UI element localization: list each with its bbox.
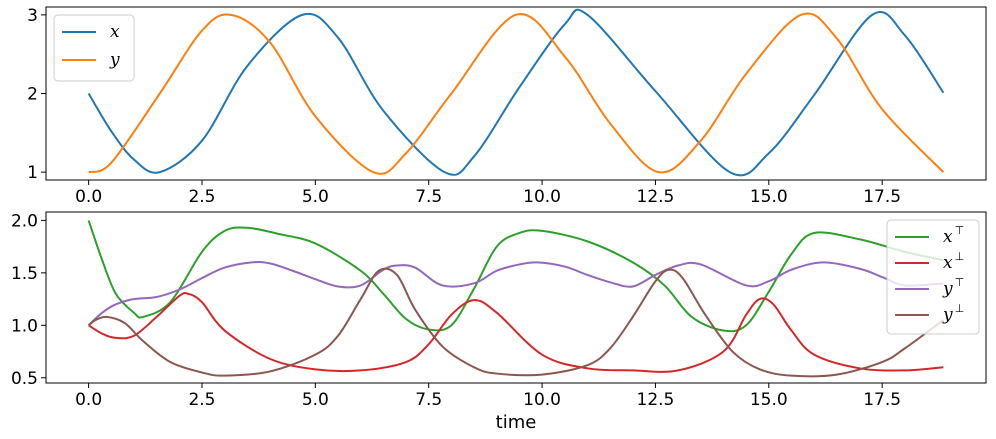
y-tick-label: 2	[27, 85, 38, 105]
y-tick-label: 0.5	[11, 369, 38, 389]
legend-label-superscript: ⊤	[955, 276, 965, 289]
x-tick-label: 0.0	[75, 187, 102, 207]
x-tick-label: 10.0	[523, 390, 561, 410]
legend: xy	[53, 14, 135, 82]
y-tick-label: 1.5	[11, 264, 38, 284]
x-tick-label: 7.5	[415, 390, 442, 410]
series-line-x-perp	[88, 292, 944, 373]
y-tick-label: 2.0	[11, 211, 38, 231]
y-tick-label: 1	[27, 163, 38, 183]
x-tick-label: 5.0	[302, 187, 329, 207]
x-tick-label: 0.0	[75, 390, 102, 410]
legend-label-superscript: ⊥	[955, 250, 965, 263]
series-line-x	[87, 8, 945, 177]
y-tick-label: 3	[27, 6, 38, 26]
x-tick-label: 15.0	[750, 390, 788, 410]
series-line-x-top	[87, 220, 944, 333]
top-plot: 0.0 2.5 5.0 7.5 10.0 12.5 15.0 17.5 1 2 3 xy	[27, 6, 987, 207]
legend-label-superscript: ⊥	[955, 302, 965, 315]
legend-box	[53, 14, 135, 82]
legend-label-superscript: ⊤	[955, 224, 965, 237]
legend-label: x	[110, 22, 120, 42]
x-tick-label: 7.5	[415, 187, 442, 207]
series-line-y-perp	[87, 267, 944, 378]
x-tick-label: 17.5	[863, 390, 901, 410]
x-tick-label: 2.5	[188, 390, 215, 410]
y-tick-label: 1.0	[11, 316, 38, 336]
x-tick-label: 2.5	[188, 187, 215, 207]
series-line-y	[88, 12, 945, 175]
legend: x ⊤x ⊥y ⊤y ⊥	[886, 219, 980, 335]
legend-box	[886, 219, 980, 335]
x-tick-label: 5.0	[302, 390, 329, 410]
bottom-plot: 0.0 2.5 5.0 7.5 10.0 12.5 15.0 17.5 0.5 1.0 1.5 2.0…	[11, 211, 987, 433]
x-tick-label: 12.5	[637, 390, 675, 410]
legend-label: y	[109, 50, 120, 70]
x-tick-label: 17.5	[863, 187, 901, 207]
x-tick-label: 15.0	[750, 187, 788, 207]
axes-frame	[45, 211, 987, 384]
x-tick-label: 12.5	[637, 187, 675, 207]
series-line-y-top	[87, 261, 944, 327]
x-tick-label: 10.0	[523, 187, 561, 207]
x-axis-label: time	[496, 412, 537, 433]
